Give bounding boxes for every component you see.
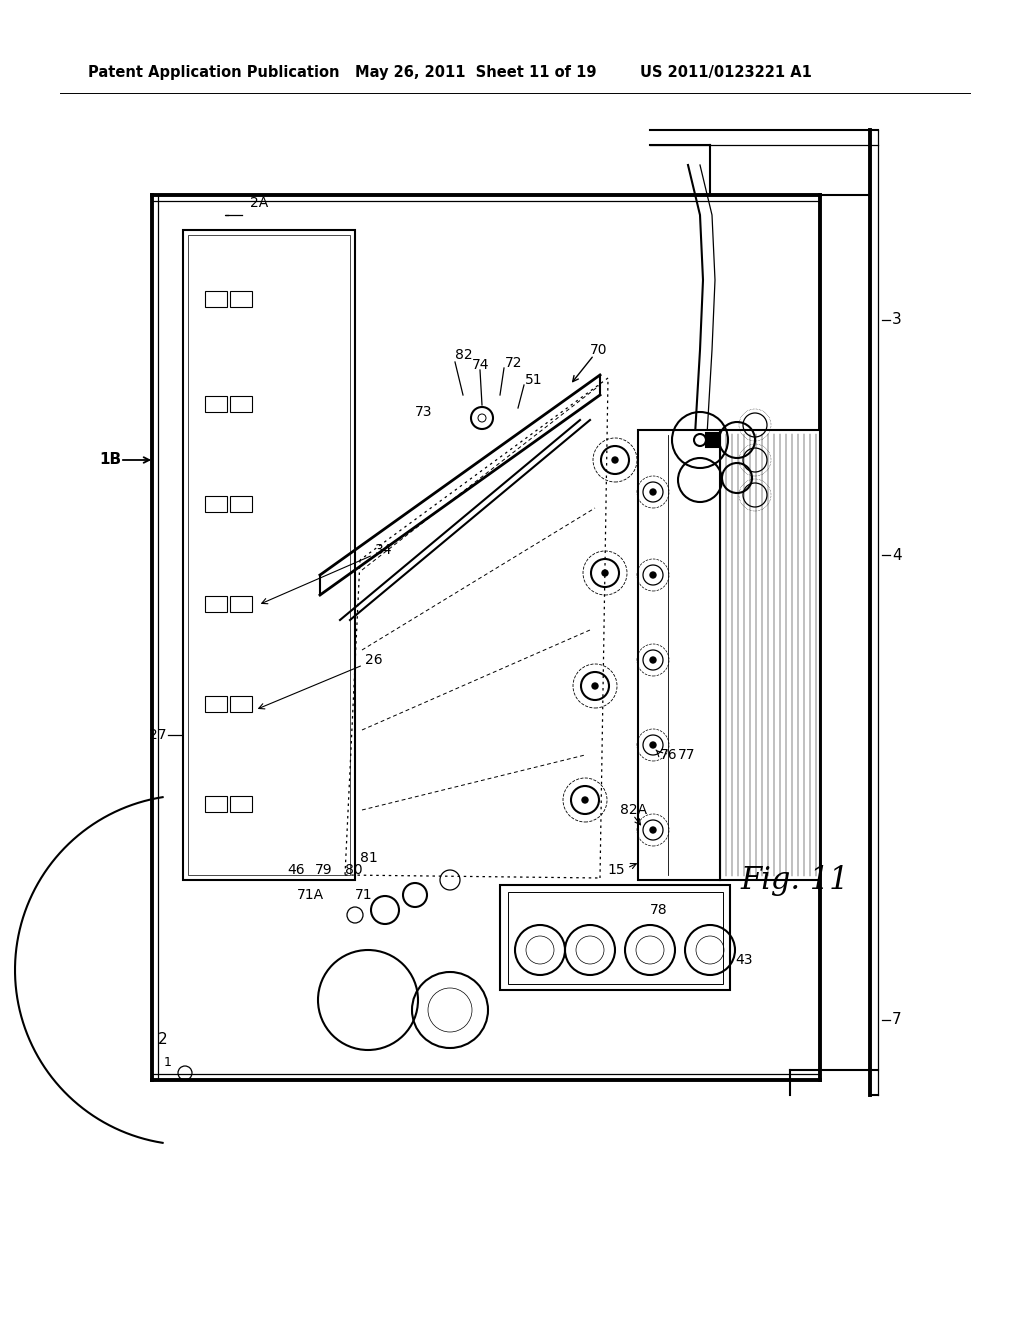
Bar [230,796,252,812]
Bar [188,235,350,875]
Bar [706,433,718,447]
Circle shape [582,797,588,803]
Bar [205,796,227,812]
Text: Fig. 11: Fig. 11 [740,865,849,895]
Bar [230,496,252,512]
Text: 82A: 82A [620,803,647,817]
Text: 73: 73 [415,405,432,418]
Text: 70: 70 [590,343,607,356]
Bar [230,290,252,308]
Text: 71: 71 [355,888,373,902]
Text: 2A: 2A [250,195,268,210]
Text: 43: 43 [735,953,753,968]
Circle shape [650,572,656,578]
Text: 27: 27 [150,729,167,742]
Bar [205,597,227,612]
Text: 46: 46 [288,863,305,876]
Text: 1: 1 [164,1056,172,1069]
Text: 77: 77 [678,748,695,762]
Text: 15: 15 [607,863,625,876]
Bar [230,396,252,412]
Text: 76: 76 [660,748,678,762]
Text: US 2011/0123221 A1: US 2011/0123221 A1 [640,65,812,79]
Text: 7: 7 [892,1012,901,1027]
Circle shape [650,488,656,495]
Text: 26: 26 [365,653,383,667]
Text: 79: 79 [314,863,332,876]
Bar [508,892,723,983]
Text: 72: 72 [505,356,522,370]
Bar [205,290,227,308]
Text: 51: 51 [525,374,543,387]
Bar [205,496,227,512]
Circle shape [612,457,618,463]
Bar [205,396,227,412]
Bar [500,884,730,990]
Text: 81: 81 [360,851,378,865]
Circle shape [650,828,656,833]
Text: 82: 82 [455,348,473,362]
Text: 80: 80 [345,863,362,876]
Bar [183,230,355,880]
Circle shape [650,742,656,748]
Text: 4: 4 [892,548,901,562]
Bar [638,430,720,880]
Text: 34: 34 [375,543,392,557]
Text: 1B: 1B [99,453,121,467]
Circle shape [592,682,598,689]
Text: 78: 78 [650,903,668,917]
Text: 3: 3 [892,313,902,327]
Bar [720,430,820,880]
Circle shape [602,570,608,576]
Text: 2: 2 [158,1032,168,1048]
Text: 74: 74 [472,358,489,372]
Bar [230,696,252,711]
Text: 71A: 71A [296,888,324,902]
Bar [230,597,252,612]
Circle shape [650,657,656,663]
Text: May 26, 2011  Sheet 11 of 19: May 26, 2011 Sheet 11 of 19 [355,65,597,79]
Bar [205,696,227,711]
Text: Patent Application Publication: Patent Application Publication [88,65,340,79]
